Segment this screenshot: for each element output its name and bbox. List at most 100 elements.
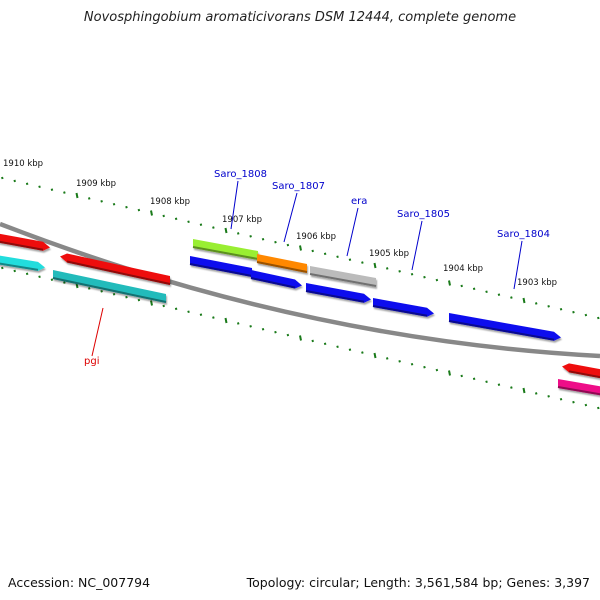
gene-arrow (449, 313, 561, 341)
major-tick (299, 245, 302, 251)
minor-tick (348, 258, 352, 261)
gene-arrow (558, 379, 600, 396)
major-tick (448, 370, 451, 376)
kbp-label: 1903 kbp (517, 278, 557, 288)
minor-tick (1, 266, 4, 270)
minor-tick (261, 237, 265, 241)
gene-edge (568, 370, 600, 379)
gene-arrow (251, 270, 302, 289)
gene-arrow (562, 363, 600, 379)
minor-tick (559, 307, 563, 311)
minor-tick (174, 307, 178, 311)
minor-tick (348, 348, 352, 351)
minor-tick (1, 176, 4, 180)
minor-tick (361, 261, 364, 264)
gene-arrow (257, 254, 307, 273)
gene-edge (557, 386, 600, 396)
gene-edge (192, 246, 259, 260)
minor-tick (547, 305, 550, 308)
minor-tick (572, 400, 575, 404)
gene-arrow (373, 298, 434, 317)
minor-tick (410, 272, 414, 276)
minor-tick (361, 351, 364, 354)
minor-tick (187, 220, 190, 224)
label-leader-line (411, 220, 423, 271)
minor-tick (311, 339, 314, 343)
minor-tick (38, 275, 41, 279)
minor-tick (212, 226, 215, 229)
minor-tick (323, 252, 327, 256)
minor-tick (63, 281, 66, 284)
major-tick (150, 300, 153, 306)
gene-arrow (53, 270, 166, 303)
gene-arrow (190, 256, 252, 277)
minor-tick (199, 313, 203, 316)
map-title: Novosphingobium aromaticivorans DSM 1244… (83, 10, 517, 25)
minor-tick (13, 179, 16, 183)
minor-tick (311, 249, 314, 253)
kbp-label: 1906 kbp (296, 232, 336, 242)
gene-arrow (306, 283, 371, 303)
minor-tick (385, 357, 389, 360)
gene-arrow (310, 266, 376, 287)
minor-tick (100, 200, 103, 203)
gene-arrow (193, 239, 258, 260)
minor-tick (137, 208, 141, 212)
minor-tick (597, 316, 600, 320)
minor-tick (87, 197, 91, 200)
kbp-label: 1905 kbp (369, 249, 409, 259)
gene-edge (0, 240, 44, 251)
minor-tick (187, 310, 190, 314)
minor-tick (212, 316, 215, 319)
minor-tick (25, 182, 29, 186)
outer-tick-track (1, 176, 600, 320)
gene-edge (189, 263, 253, 277)
minor-tick (572, 310, 575, 314)
minor-tick (584, 403, 588, 407)
minor-tick (497, 293, 501, 296)
gene-edge (52, 277, 167, 303)
minor-tick (559, 397, 563, 401)
label-leader-line (513, 240, 523, 290)
minor-tick (435, 368, 439, 372)
minor-tick (584, 313, 588, 317)
minor-tick (63, 191, 66, 194)
minor-tick (485, 290, 488, 294)
minor-tick (249, 235, 252, 238)
kbp-labels: 1910 kbp 1909 kbp 1908 kbp 1907 kbp 1906 kbp… (3, 159, 557, 288)
minor-tick (423, 365, 426, 369)
minor-tick (510, 296, 513, 299)
minor-tick (423, 275, 426, 279)
minor-tick (336, 345, 339, 349)
minor-tick (261, 327, 265, 331)
minor-tick (174, 217, 178, 221)
minor-tick (274, 330, 277, 334)
gene-label: era (351, 196, 367, 207)
minor-tick (385, 267, 389, 270)
gene-label: Saro_1808 (214, 169, 267, 180)
gene-label: pgi (84, 356, 99, 367)
major-tick (373, 262, 377, 269)
minor-tick (534, 302, 538, 305)
minor-tick (460, 284, 463, 288)
gene-arrow (0, 233, 50, 251)
gene-edge (256, 261, 308, 273)
minor-tick (137, 298, 141, 302)
major-tick (299, 335, 302, 341)
topology-text: Topology: circular; Length: 3,561,584 bp… (246, 575, 590, 590)
major-tick (224, 317, 228, 324)
minor-tick (13, 269, 16, 273)
minor-tick (274, 240, 277, 244)
minor-tick (597, 406, 600, 410)
major-tick (150, 210, 153, 216)
gene-edge (66, 260, 171, 285)
minor-tick (398, 270, 401, 273)
major-tick (522, 387, 526, 394)
minor-tick (410, 362, 414, 366)
minor-tick (236, 232, 240, 235)
major-tick (224, 227, 228, 234)
minor-tick (162, 214, 165, 218)
minor-tick (50, 278, 54, 281)
minor-tick (534, 392, 538, 395)
gene-edge (250, 277, 296, 289)
